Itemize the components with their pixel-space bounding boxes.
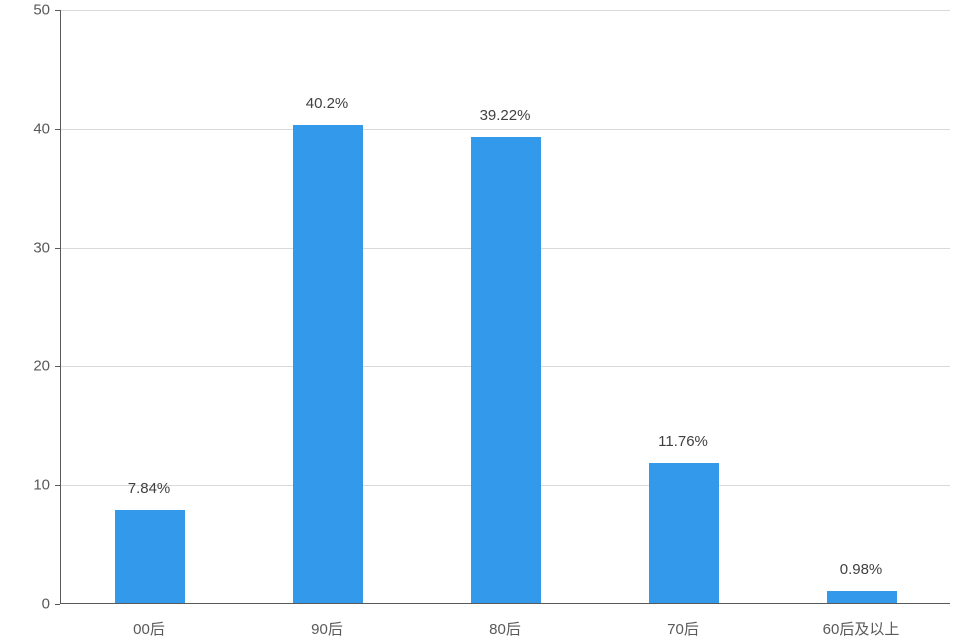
bar xyxy=(471,137,540,603)
y-tick-label: 10 xyxy=(33,477,50,494)
y-tick-label: 20 xyxy=(33,358,50,375)
y-tick-mark xyxy=(55,485,60,486)
bar-value-label: 40.2% xyxy=(306,95,349,112)
y-tick-label: 40 xyxy=(33,120,50,137)
bar-value-label: 7.84% xyxy=(128,480,171,497)
x-category-label: 60后及以上 xyxy=(823,618,900,639)
y-tick-mark xyxy=(55,10,60,11)
plot-area xyxy=(60,10,950,604)
gridline xyxy=(61,10,950,11)
x-category-label: 70后 xyxy=(667,618,699,639)
bar xyxy=(293,125,362,603)
bar xyxy=(827,591,896,603)
y-tick-label: 50 xyxy=(33,2,50,19)
x-category-label: 80后 xyxy=(489,618,521,639)
bar-value-label: 39.22% xyxy=(480,107,531,124)
bar xyxy=(115,510,184,603)
y-tick-mark xyxy=(55,248,60,249)
bar xyxy=(649,463,718,603)
bar-chart: 0 10 20 30 40 50 7.84% 00后 40.2% 90后 39.22% 80后 11.7… xyxy=(0,0,964,642)
bar-value-label: 0.98% xyxy=(840,561,883,578)
y-tick-mark xyxy=(55,129,60,130)
gridline xyxy=(61,129,950,130)
bar-value-label: 11.76% xyxy=(658,433,708,450)
y-tick-mark xyxy=(55,366,60,367)
y-tick-label: 30 xyxy=(33,239,50,256)
x-category-label: 00后 xyxy=(133,618,165,639)
y-tick-mark xyxy=(55,604,60,605)
x-category-label: 90后 xyxy=(311,618,343,639)
y-tick-label: 0 xyxy=(42,596,50,613)
